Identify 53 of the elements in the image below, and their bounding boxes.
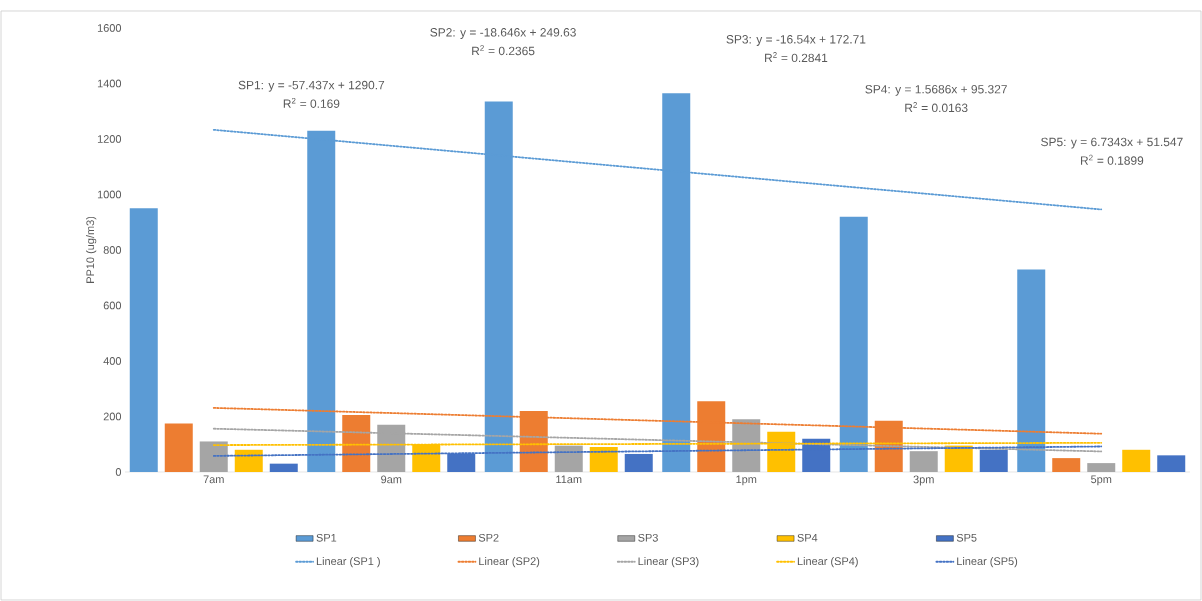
annotation: SP2: y = -18.646x + 249.63: [430, 28, 576, 39]
bar: [554, 445, 583, 472]
bar: [1052, 458, 1081, 472]
annotation: R$^{2}$ = 0.1899: [1081, 154, 1144, 165]
annotation: R$^{2}$ = 0.0163: [905, 102, 968, 113]
x-tick-label: 9am: [381, 475, 402, 484]
bar: [1157, 455, 1186, 472]
legend-label: SP4: [797, 533, 818, 542]
bar: [199, 441, 228, 472]
y-tick-label: 1600: [97, 24, 122, 32]
y-tick-label: 400: [103, 357, 122, 365]
annotation: R$^{2}$ = 0.2365: [472, 45, 535, 56]
y-tick-label: 1000: [97, 190, 122, 199]
bar: [909, 451, 938, 472]
legend-label: Linear (SP1 ): [316, 557, 380, 568]
annotation: SP5: y = 6.7343x + 51.547: [1041, 137, 1183, 149]
y-tick-label: 1400: [97, 79, 122, 88]
x-tick-label: 7am: [203, 475, 224, 484]
legend-label: Linear (SP4): [797, 557, 858, 568]
y-tick-label: 1200: [97, 135, 122, 143]
x-tick-label: 11am: [556, 475, 582, 484]
bar: [164, 423, 193, 472]
bar: [342, 415, 371, 472]
annotation: R$^{2}$ = 0.2841: [765, 52, 828, 63]
annotation: SP4: y = 1.5686x + 95.327: [865, 85, 1007, 96]
legend-label: Linear (SP5): [957, 557, 1018, 568]
bar: [1087, 463, 1116, 472]
legend-label: SP1: [316, 533, 337, 542]
annotation: SP1: y = -57.437x + 1290.7: [238, 80, 385, 92]
legend-label: SP5: [956, 533, 977, 542]
x-tick-label: 1pm: [736, 475, 757, 486]
bar: [624, 453, 653, 472]
x-tick-label: 3pm: [913, 475, 934, 486]
legend-label: SP2: [478, 533, 499, 542]
legend-label: Linear (SP3): [638, 557, 699, 568]
bar: [1122, 449, 1151, 472]
annotation: SP3: y = -16.54x + 172.71: [726, 35, 866, 46]
y-tick-label: 600: [103, 301, 122, 310]
y-tick-label: 0: [115, 468, 122, 476]
y-axis-title: PP10 (ug/m3): [86, 216, 97, 283]
bar: [589, 447, 618, 472]
annotation: R$^{2}$ = 0.169: [283, 97, 340, 108]
bar: [1017, 269, 1046, 472]
y-tick-label: 200: [103, 412, 122, 421]
bar: [269, 463, 298, 472]
y-tick-label: 800: [103, 246, 122, 254]
bar: [944, 445, 973, 472]
legend-label: Linear (SP2): [479, 557, 540, 568]
bar: [234, 449, 263, 472]
bar: [129, 208, 158, 472]
x-tick-label: 5pm: [1091, 475, 1112, 486]
legend-label: SP3: [638, 533, 658, 542]
bar: [839, 216, 868, 472]
